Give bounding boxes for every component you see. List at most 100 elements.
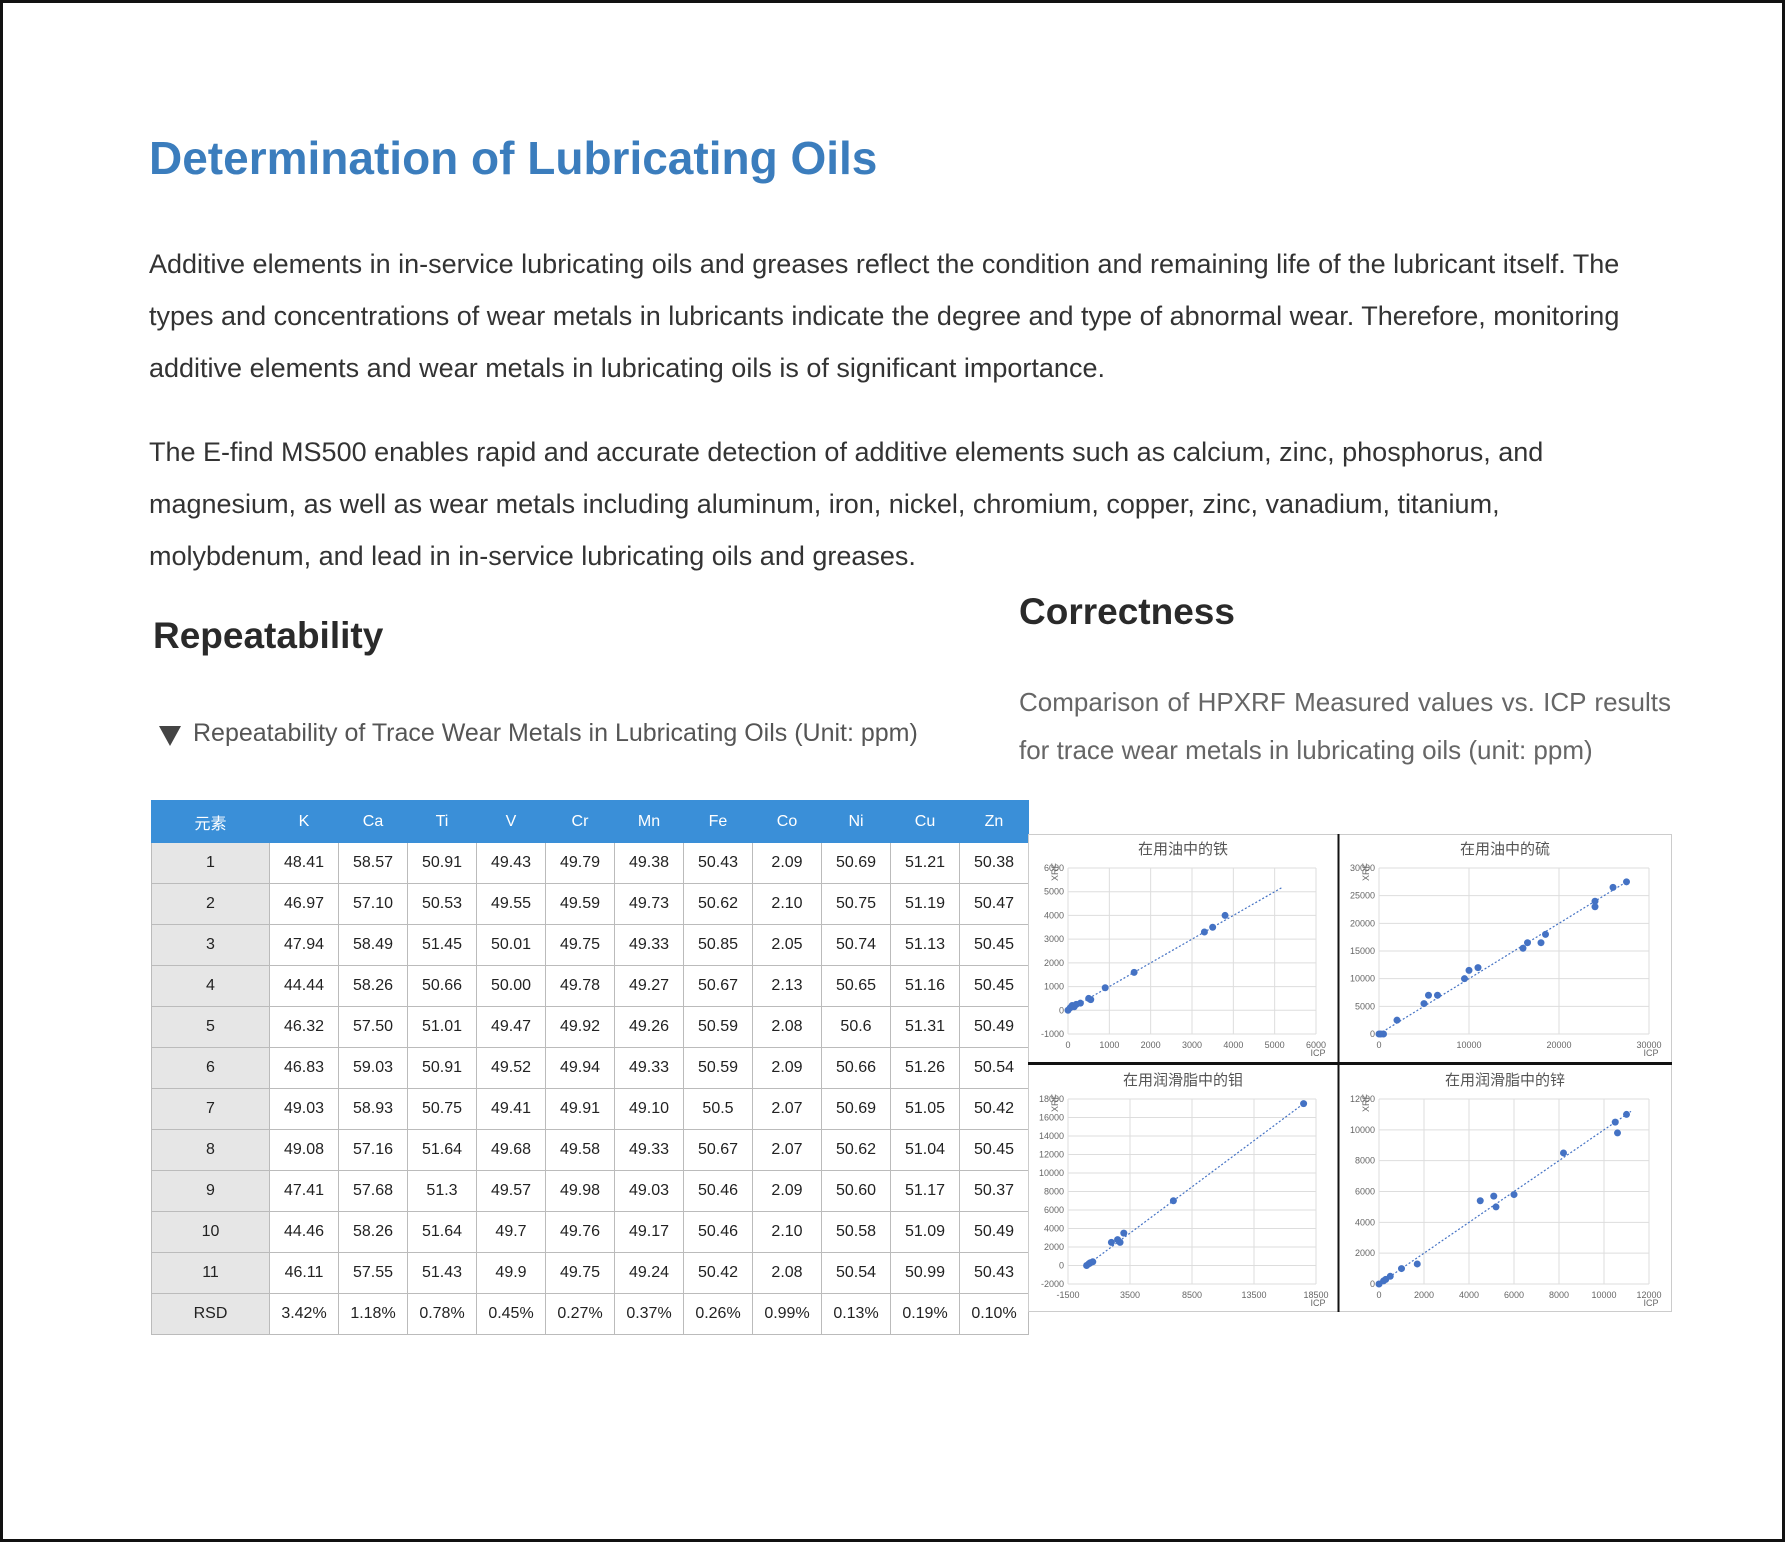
data-point (1425, 991, 1432, 999)
table-cell: 44.46 (269, 1211, 339, 1253)
x-tick-label: 6000 (1306, 1040, 1326, 1050)
y-tick-label: 16000 (1039, 1113, 1064, 1123)
table-cell: 49.55 (476, 883, 546, 925)
table-cell: 46.97 (269, 883, 339, 925)
table-cell: 2.09 (752, 842, 822, 884)
table-cell: 0.99% (752, 1293, 822, 1335)
table-cell: 49.98 (545, 1170, 615, 1212)
table-cell: 2.10 (752, 1211, 822, 1253)
chart-title: 在用油中的硫 (1460, 841, 1550, 858)
table-cell: 51.31 (890, 1006, 960, 1048)
section-heading: Repeatability (153, 615, 384, 656)
table-cell: 49.75 (545, 924, 615, 966)
y-tick-label: 2000 (1044, 1242, 1064, 1252)
data-point (1611, 1118, 1619, 1126)
data-table: 元素 K Ca Ti V Cr Mn Fe Co Ni Cu Zn 1 48.41 58.57 50.91 49… (151, 800, 1029, 1335)
data-point (1609, 883, 1617, 891)
table-cell: 49.59 (545, 883, 615, 925)
table-caption: Repeatability of Trace Wear Metals in Lu… (193, 719, 918, 747)
column-header: Ni (821, 800, 891, 843)
table-cell: 50.45 (959, 965, 1029, 1007)
table-cell: 2.09 (752, 1047, 822, 1089)
table-cell: 50.67 (683, 1129, 753, 1171)
y-tick-label: 6000 (1355, 1187, 1375, 1197)
x-tick-label: 20000 (1546, 1040, 1571, 1050)
table-cell: 50.42 (683, 1252, 753, 1294)
table-cell: 0.78% (407, 1293, 477, 1335)
x-tick-label: 0 (1065, 1040, 1070, 1050)
y-tick-label: -2000 (1041, 1279, 1064, 1289)
table-cell: 58.26 (338, 1211, 408, 1253)
row-label: 10 (151, 1211, 270, 1253)
data-point (1510, 1191, 1518, 1199)
table-cell: 49.17 (614, 1211, 684, 1253)
table-cell: 50.91 (407, 1047, 477, 1089)
table-cell: 57.68 (338, 1170, 408, 1212)
table-row: 7 49.03 58.93 50.75 49.41 49.91 49.10 50.5 2.07 5… (151, 1088, 1029, 1130)
x-tick-label: -1500 (1056, 1290, 1079, 1300)
table-cell: 51.19 (890, 883, 960, 925)
column-header: Cr (545, 800, 615, 843)
data-point (1087, 996, 1095, 1004)
table-cell: 0.45% (476, 1293, 546, 1335)
paragraph: Additive elements in in-service lubricat… (149, 249, 1620, 383)
row-label: 4 (151, 965, 270, 1007)
table-cell: 50.99 (890, 1252, 960, 1294)
x-tick-label: 18500 (1303, 1290, 1328, 1300)
table-cell: 46.32 (269, 1006, 339, 1048)
table-cell: 50.37 (959, 1170, 1029, 1212)
table-row: 9 47.41 57.68 51.3 49.57 49.98 49.03 50.46 2.09 5… (151, 1170, 1029, 1212)
data-point (1591, 897, 1599, 905)
table-row: 3 47.94 58.49 51.45 50.01 49.75 49.33 50.85 2.05… (151, 924, 1029, 966)
table-cell: 58.26 (338, 965, 408, 1007)
table-cell: 49.41 (476, 1088, 546, 1130)
data-point (1221, 911, 1229, 919)
y-tick-label: -1000 (1041, 1029, 1064, 1039)
table-cell: 50.75 (407, 1088, 477, 1130)
y-tick-label: 1000 (1044, 982, 1064, 992)
table-cell: 49.58 (545, 1129, 615, 1171)
table-row: 1 48.41 58.57 50.91 49.43 49.79 49.38 50.43 2.09… (151, 842, 1029, 884)
data-point (1623, 1110, 1630, 1118)
y-tick-label: 12000 (1350, 1094, 1375, 1104)
data-point (1169, 1197, 1177, 1205)
table-cell: 49.52 (476, 1047, 546, 1089)
trendline (1067, 886, 1284, 1011)
table-cell: 49.73 (614, 883, 684, 925)
table-cell: 50.5 (683, 1088, 753, 1130)
table-cell: 58.93 (338, 1088, 408, 1130)
y-tick-label: 6000 (1044, 863, 1064, 873)
data-point (1393, 1016, 1401, 1024)
table-cell: 49.68 (476, 1129, 546, 1171)
table-cell: 0.27% (545, 1293, 615, 1335)
row-label: 11 (151, 1252, 270, 1294)
table-cell: 51.3 (407, 1170, 477, 1212)
table-cell: 51.04 (890, 1129, 960, 1171)
data-point (1076, 999, 1084, 1007)
x-axis-label: ICP (1310, 1298, 1325, 1308)
section-heading: Correctness (1019, 591, 1235, 632)
y-tick-label: 20000 (1350, 918, 1375, 928)
page-title: Determination of Lubricating Oils (149, 132, 878, 184)
table-cell: 50.69 (821, 1088, 891, 1130)
y-tick-label: 3000 (1044, 934, 1064, 944)
table-cell: 2.09 (752, 1170, 822, 1212)
table-cell: 50.00 (476, 965, 546, 1007)
table-cell: 49.79 (545, 842, 615, 884)
data-point (1420, 1000, 1428, 1008)
data-point (1380, 1030, 1387, 1038)
row-label: 2 (151, 883, 270, 925)
table-cell: 50.85 (683, 924, 753, 966)
table-cell: 50.66 (407, 965, 477, 1007)
table-cell: 59.03 (338, 1047, 408, 1089)
table-cell: 1.18% (338, 1293, 408, 1335)
table-cell: 48.41 (269, 842, 339, 884)
table-cell: 49.47 (476, 1006, 546, 1048)
y-tick-label: 4000 (1355, 1217, 1375, 1227)
table-cell: 49.03 (614, 1170, 684, 1212)
header-row: 元素 K Ca Ti V Cr Mn Fe Co Ni Cu Zn (151, 800, 1029, 843)
x-axis-label: ICP (1643, 1048, 1658, 1058)
table-cell: 51.45 (407, 924, 477, 966)
table-cell: 0.37% (614, 1293, 684, 1335)
